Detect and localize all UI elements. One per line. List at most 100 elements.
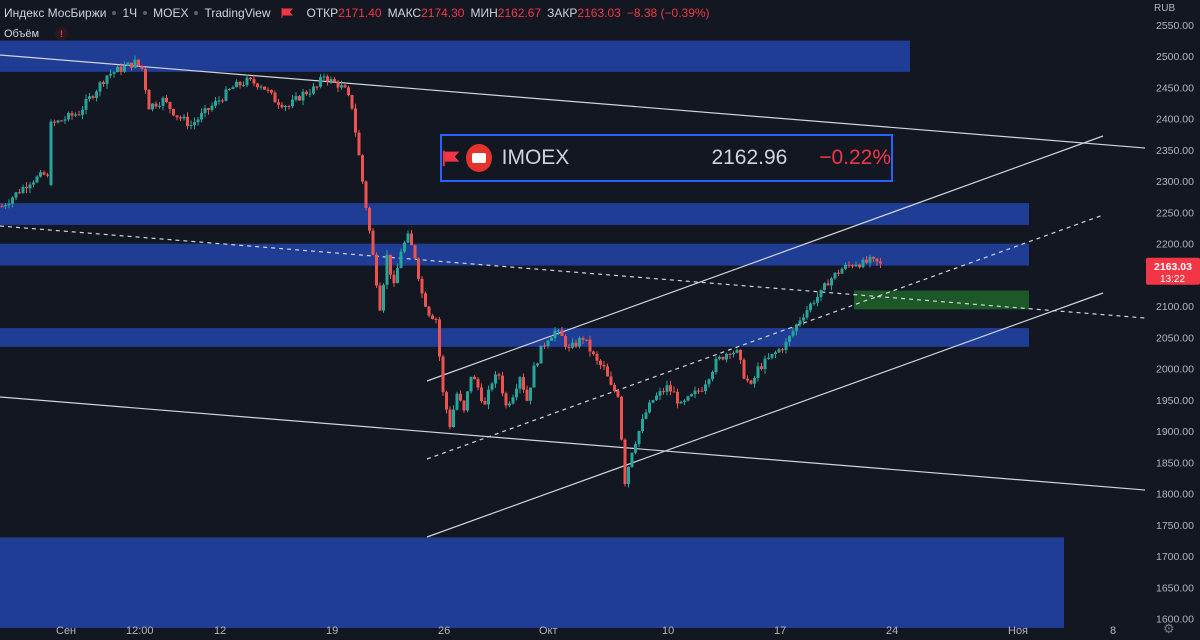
candle-body <box>630 452 634 467</box>
candle-body <box>301 91 305 101</box>
candle-body <box>795 324 798 332</box>
candle-body <box>462 400 466 411</box>
candle <box>823 282 826 291</box>
candle-body <box>266 89 270 91</box>
candle <box>410 229 413 246</box>
candle <box>249 76 252 81</box>
flag-icon[interactable] <box>281 8 293 18</box>
candle <box>616 389 620 398</box>
candle <box>350 94 354 111</box>
candle-body <box>403 242 406 252</box>
open-value: 2171.40 <box>338 6 382 20</box>
candle <box>805 306 809 320</box>
time-tick-label: 8 <box>1110 625 1116 637</box>
candle-body <box>700 390 704 392</box>
candle-body <box>693 390 697 395</box>
candle-body <box>602 365 606 367</box>
candle <box>119 63 123 76</box>
symbol-name[interactable]: Индекс МосБиржи <box>4 6 107 20</box>
candle <box>364 180 368 211</box>
candle <box>564 334 567 350</box>
candle-body <box>518 377 522 389</box>
candle <box>501 371 504 397</box>
time-tick-label: 19 <box>326 625 338 637</box>
candle-body <box>487 389 490 405</box>
candle-body <box>826 283 830 286</box>
candle-body <box>662 391 665 393</box>
candle-body <box>252 79 256 84</box>
candle-body <box>375 254 378 286</box>
candle <box>578 336 581 349</box>
candle <box>0 203 4 208</box>
candle-body <box>721 356 725 360</box>
candle-body <box>210 105 214 110</box>
candle <box>88 93 91 102</box>
candle <box>872 256 875 263</box>
candle-body <box>420 278 424 294</box>
candle-body <box>725 353 728 360</box>
candle-body <box>168 101 172 110</box>
candle-body <box>249 77 252 80</box>
candle <box>718 355 721 361</box>
candle-body <box>847 264 851 266</box>
candle-body <box>417 258 420 279</box>
separator-dot <box>143 11 148 15</box>
candle-body <box>651 400 655 403</box>
candle <box>728 352 732 359</box>
candle-body <box>469 376 473 392</box>
candle-body <box>343 85 347 88</box>
time-tick-label: 26 <box>438 625 450 637</box>
time-axis: Сен 12:00 12 19 26 Окт 10 17 24 Ноя 8 <box>56 625 1116 637</box>
zone-4 <box>0 537 1064 628</box>
candle <box>336 79 340 93</box>
candle-body <box>84 99 88 110</box>
candle <box>186 112 189 130</box>
last-price-label: 2163.03 <box>1154 261 1192 273</box>
candle <box>816 292 819 307</box>
warning-icon[interactable]: ! <box>55 27 69 40</box>
candle <box>515 383 518 401</box>
candle <box>630 452 634 468</box>
candle <box>396 263 399 284</box>
ohlc-values: ОТКР 2171.40 МАКС 2174.30 МИН 2162.67 ЗА… <box>301 6 710 20</box>
candle <box>11 196 14 208</box>
candle <box>375 252 378 288</box>
gear-icon[interactable]: ⚙ <box>1163 621 1175 636</box>
candle-body <box>546 340 550 347</box>
interval-label[interactable]: 1Ч <box>122 6 138 20</box>
volume-indicator[interactable]: Объём ! <box>4 27 69 40</box>
candle-body <box>277 102 280 105</box>
candle <box>67 111 70 122</box>
candle-body <box>4 205 7 207</box>
candle-body <box>25 186 28 189</box>
candle <box>865 256 868 265</box>
price-tick-label: 2000.00 <box>1156 364 1194 376</box>
candle-body <box>280 104 284 108</box>
candle-body <box>868 256 872 263</box>
candle <box>504 391 508 409</box>
candle <box>39 170 42 178</box>
candle-body <box>326 76 329 82</box>
candle-body <box>308 93 312 95</box>
candle <box>795 323 798 336</box>
candle-body <box>126 62 130 66</box>
channel-top-line <box>426 135 1104 382</box>
candle-body <box>32 182 35 185</box>
candle-body <box>7 203 11 206</box>
candle-body <box>466 391 469 411</box>
candle-body <box>200 113 203 120</box>
price-tick-label: 1950.00 <box>1156 395 1194 407</box>
candle-body <box>203 108 207 114</box>
candle <box>840 267 844 274</box>
candle-body <box>431 315 434 319</box>
candle <box>347 85 350 97</box>
currency-label[interactable]: RUB <box>1154 3 1176 14</box>
candle <box>361 154 364 184</box>
candle <box>56 119 60 124</box>
candle <box>105 75 109 89</box>
candle <box>861 257 865 269</box>
candle-body <box>182 116 186 119</box>
candle-body <box>217 100 221 102</box>
price-tick-label: 2300.00 <box>1156 176 1194 188</box>
